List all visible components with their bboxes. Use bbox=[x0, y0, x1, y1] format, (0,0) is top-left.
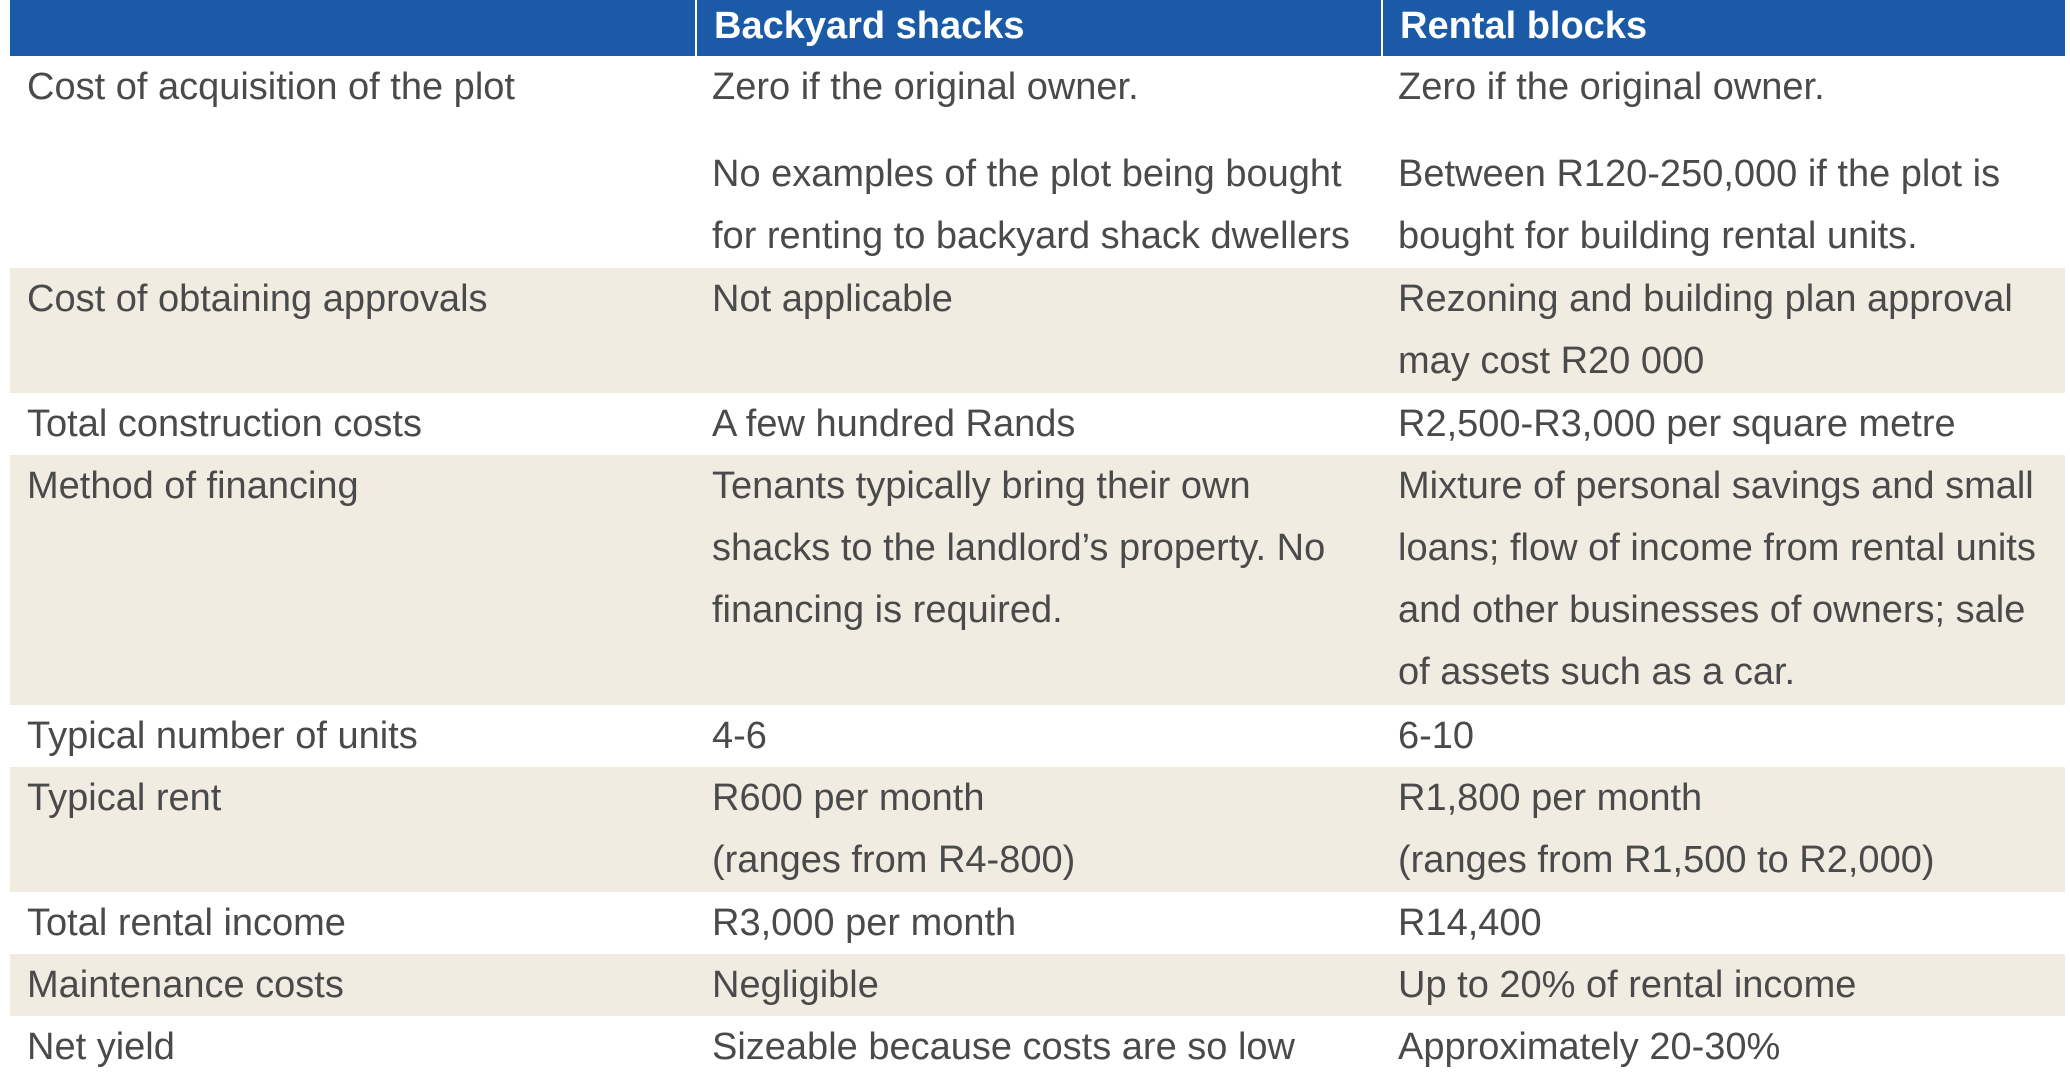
rental-cell: Zero if the original owner. Between R120… bbox=[1381, 56, 2065, 268]
cell-line: R600 per month bbox=[712, 777, 985, 819]
row-label: Method of financing bbox=[10, 455, 695, 705]
cell-line: of assets such as a car. bbox=[1398, 651, 1796, 693]
cell-line: 6-10 bbox=[1398, 715, 1475, 757]
cell-line: Zero if the original owner. bbox=[1398, 66, 1825, 108]
table-row-construction: Total construction costs A few hundred R… bbox=[10, 393, 2065, 455]
backyard-cell: Sizeable because costs are so low bbox=[695, 1016, 1381, 1078]
row-label: Total rental income bbox=[10, 892, 695, 954]
backyard-cell: Tenants typically bring their own shacks… bbox=[695, 455, 1381, 705]
rental-cell: R14,400 bbox=[1381, 892, 2065, 954]
backyard-cell: R3,000 per month bbox=[695, 892, 1381, 954]
row-label-text: Typical rent bbox=[27, 777, 222, 819]
cell-line: No examples of the plot being bought bbox=[712, 153, 1342, 195]
cell-line: financing is required. bbox=[712, 589, 1063, 631]
cell-line: R2,500-R3,000 per square metre bbox=[1398, 403, 1956, 445]
cell-line: R1,800 per month bbox=[1398, 777, 1703, 819]
table-row-income: Total rental income R3,000 per month R14… bbox=[10, 892, 2065, 954]
header-cell-backyard-shacks: Backyard shacks bbox=[695, 0, 1381, 56]
cell-line: Not applicable bbox=[712, 278, 953, 320]
backyard-cell: R600 per month (ranges from R4-800) bbox=[695, 767, 1381, 892]
cell-line: Mixture of personal savings and small bbox=[1398, 465, 2034, 507]
cell-line: A few hundred Rands bbox=[712, 403, 1076, 445]
header-cell-rental-blocks: Rental blocks bbox=[1381, 0, 2065, 56]
row-label-text: Method of financing bbox=[27, 465, 359, 507]
row-label-text: Total construction costs bbox=[27, 403, 422, 445]
backyard-cell: 4-6 bbox=[695, 705, 1381, 767]
backyard-cell: Not applicable bbox=[695, 268, 1381, 393]
cell-line: Tenants typically bring their own bbox=[712, 465, 1251, 507]
cell-line: for renting to backyard shack dwellers bbox=[712, 215, 1350, 257]
backyard-cell: Zero if the original owner. No examples … bbox=[695, 56, 1381, 268]
row-label-text: Typical number of units bbox=[27, 715, 418, 757]
cell-line: Approximately 20-30% bbox=[1398, 1026, 1781, 1068]
table-header-row: Backyard shacks Rental blocks bbox=[10, 0, 2065, 56]
cell-line: (ranges from R4-800) bbox=[712, 839, 1076, 881]
cell-line: Between R120-250,000 if the plot is bbox=[1398, 153, 2001, 195]
row-label: Net yield bbox=[10, 1016, 695, 1078]
cell-line: loans; flow of income from rental units bbox=[1398, 527, 2036, 569]
cell-line: Zero if the original owner. bbox=[712, 66, 1139, 108]
row-label: Maintenance costs bbox=[10, 954, 695, 1016]
rental-cell: Approximately 20-30% bbox=[1381, 1016, 2065, 1078]
rental-cell: R2,500-R3,000 per square metre bbox=[1381, 393, 2065, 455]
header-cell-empty bbox=[10, 0, 695, 56]
backyard-cell: A few hundred Rands bbox=[695, 393, 1381, 455]
cell-line: Sizeable because costs are so low bbox=[712, 1026, 1295, 1068]
cell-line: Up to 20% of rental income bbox=[1398, 964, 1857, 1006]
rental-cell: 6-10 bbox=[1381, 705, 2065, 767]
comparison-table: Backyard shacks Rental blocks Cost of ac… bbox=[10, 0, 2065, 1078]
row-label-text: Cost of obtaining approvals bbox=[27, 278, 488, 320]
table-row-financing: Method of financing Tenants typically br… bbox=[10, 455, 2065, 705]
row-label: Cost of obtaining approvals bbox=[10, 268, 695, 393]
table-row-approvals: Cost of obtaining approvals Not applicab… bbox=[10, 268, 2065, 393]
table-row-rent: Typical rent R600 per month (ranges from… bbox=[10, 767, 2065, 892]
cell-line: may cost R20 000 bbox=[1398, 340, 1705, 382]
table-row-units: Typical number of units 4-6 6-10 bbox=[10, 705, 2065, 767]
cell-line: bought for building rental units. bbox=[1398, 215, 1918, 257]
cell-line: R3,000 per month bbox=[712, 902, 1017, 944]
row-label: Typical rent bbox=[10, 767, 695, 892]
row-label: Cost of acquisition of the plot bbox=[10, 56, 695, 268]
row-label-text: Cost of acquisition of the plot bbox=[27, 66, 515, 108]
row-label-text: Maintenance costs bbox=[27, 964, 344, 1006]
cell-line: and other businesses of owners; sale bbox=[1398, 589, 2026, 631]
cell-line: Rezoning and building plan approval bbox=[1398, 278, 2013, 320]
table-row-yield: Net yield Sizeable because costs are so … bbox=[10, 1016, 2065, 1078]
cell-line: 4-6 bbox=[712, 715, 767, 757]
table-row-maintenance: Maintenance costs Negligible Up to 20% o… bbox=[10, 954, 2065, 1016]
rental-cell: R1,800 per month (ranges from R1,500 to … bbox=[1381, 767, 2065, 892]
row-label: Total construction costs bbox=[10, 393, 695, 455]
rental-cell: Rezoning and building plan approval may … bbox=[1381, 268, 2065, 393]
cell-line: (ranges from R1,500 to R2,000) bbox=[1398, 839, 1935, 881]
rental-cell: Up to 20% of rental income bbox=[1381, 954, 2065, 1016]
row-label: Typical number of units bbox=[10, 705, 695, 767]
backyard-cell: Negligible bbox=[695, 954, 1381, 1016]
cell-line: R14,400 bbox=[1398, 902, 1542, 944]
cell-line: shacks to the landlord’s property. No bbox=[712, 527, 1326, 569]
row-label-text: Total rental income bbox=[27, 902, 346, 944]
table-row-acquisition: Cost of acquisition of the plot Zero if … bbox=[10, 56, 2065, 268]
cell-line: Negligible bbox=[712, 964, 879, 1006]
row-label-text: Net yield bbox=[27, 1026, 175, 1068]
rental-cell: Mixture of personal savings and small lo… bbox=[1381, 455, 2065, 705]
